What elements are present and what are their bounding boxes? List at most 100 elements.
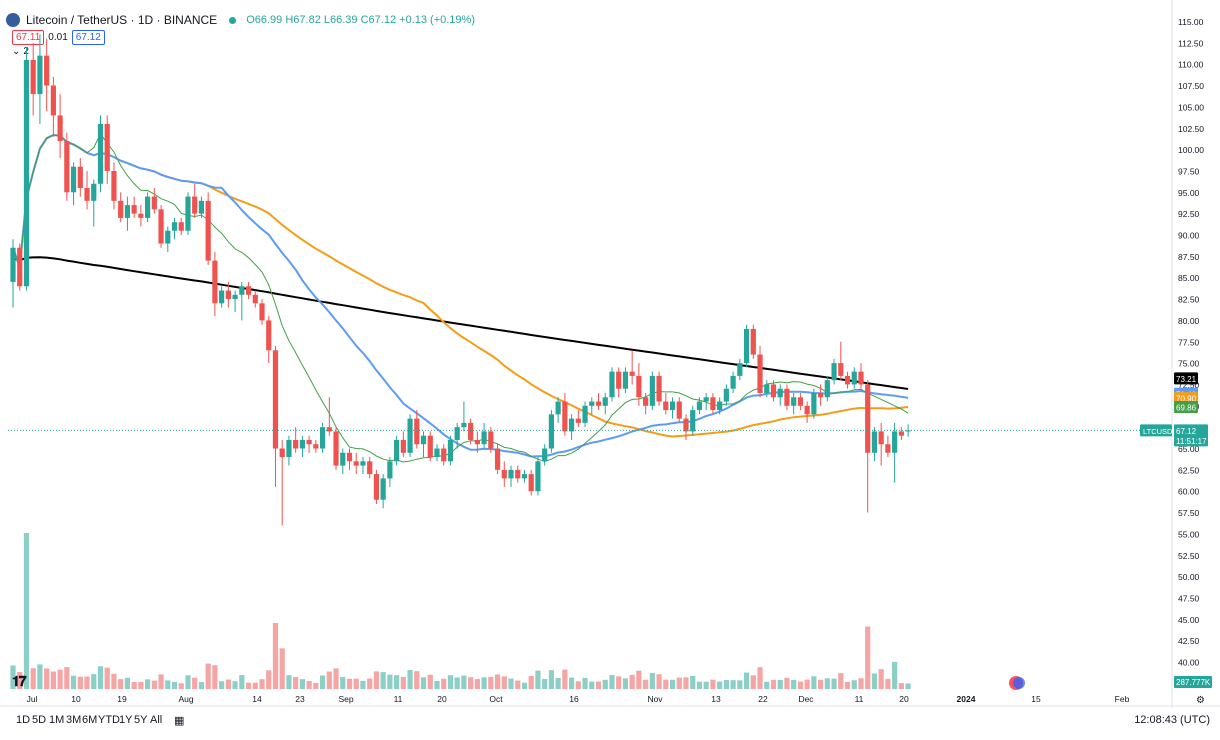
candle-body <box>441 448 447 462</box>
volume-bar <box>50 671 56 689</box>
volume-bar <box>245 682 252 689</box>
volume-bar <box>151 680 157 689</box>
candle-body <box>743 328 750 364</box>
candle-body <box>791 397 797 406</box>
candle-body <box>104 123 110 171</box>
volume-bar <box>360 680 366 689</box>
volume-bar <box>508 678 514 689</box>
volume-bar <box>272 623 279 689</box>
candle-body <box>804 405 810 415</box>
candle-body <box>232 294 238 300</box>
volume-bar <box>380 672 386 689</box>
candle-body <box>17 247 23 287</box>
price-tick-label: 80.00 <box>1178 316 1200 326</box>
price-tick-label: 115.00 <box>1178 17 1204 27</box>
candle-body <box>797 397 804 406</box>
utc-clock[interactable]: 12:08:43 (UTC) <box>1134 714 1210 726</box>
volume-bar <box>70 675 77 689</box>
candle-body <box>851 371 857 385</box>
candle-body <box>279 448 285 458</box>
time-axis-label: 22 <box>758 694 768 704</box>
volume-bar <box>474 679 480 689</box>
time-axis-label: 11 <box>855 694 864 704</box>
candle-body <box>293 439 299 449</box>
range-all-button[interactable]: All <box>150 714 163 726</box>
volume-bar <box>562 669 568 689</box>
range-5y-button[interactable]: 5Y <box>134 714 148 726</box>
candle-body <box>245 286 252 295</box>
candle-body <box>717 401 723 411</box>
volume-bar <box>663 679 669 689</box>
candle-body <box>811 392 817 415</box>
time-axis-label: 11 <box>394 694 403 704</box>
candle-body <box>730 375 736 389</box>
range-6m-button[interactable]: 6M <box>82 714 98 726</box>
range-ytd-button[interactable]: YTD <box>98 714 120 726</box>
volume-bar <box>824 678 830 689</box>
time-axis-label: Jul <box>27 694 38 704</box>
volume-bar <box>791 679 797 689</box>
candle-body <box>286 439 292 458</box>
candle-body <box>737 363 743 376</box>
settings-gear-icon[interactable]: ⚙ <box>1196 695 1205 706</box>
price-tick-label: 72.50 <box>1178 380 1200 390</box>
volume-bar <box>858 678 864 689</box>
ohlc-close: C67.12 <box>360 14 397 26</box>
candle-body <box>91 183 97 201</box>
volume-bar <box>528 676 534 689</box>
candle-body <box>225 290 231 300</box>
candle-body <box>319 427 326 449</box>
candle-body <box>629 371 635 376</box>
volume-bar <box>427 674 433 689</box>
buy-price-button[interactable]: 67.12 <box>71 30 105 45</box>
volume-bar <box>784 677 790 689</box>
price-chart[interactable]: 115.00112.50110.00107.50105.00102.50100.… <box>0 0 1220 708</box>
volume-bar <box>542 679 548 689</box>
volume-bar <box>905 683 911 689</box>
candle-body <box>118 200 124 218</box>
candle-body <box>239 286 245 295</box>
volume-bar <box>118 679 124 689</box>
candle-body <box>447 439 454 462</box>
candle-body <box>151 196 157 210</box>
range-1d-button[interactable]: 1D <box>16 714 31 726</box>
price-tick-label: 57.50 <box>1178 508 1200 518</box>
candle-body <box>158 209 164 244</box>
range-3m-button[interactable]: 3M <box>66 714 82 726</box>
ohlc-low: L66.39 <box>323 14 358 26</box>
volume-bar <box>124 677 131 689</box>
candle-body <box>70 166 77 193</box>
candle-body <box>542 448 548 462</box>
last-price-label: 67.12 <box>1176 427 1197 436</box>
volume-bar <box>649 673 655 689</box>
time-axis-label: Feb <box>1115 694 1130 704</box>
volume-bar <box>434 681 440 689</box>
symbol-title[interactable]: Litecoin / TetherUS · 1D · BINANCE <box>26 13 218 27</box>
candle-body <box>373 474 380 500</box>
price-tick-label: 110.00 <box>1178 60 1204 70</box>
volume-bar <box>743 672 750 689</box>
price-tick-label: 112.50 <box>1178 38 1204 48</box>
ma-value-label: 69.86 <box>1176 403 1197 412</box>
candle-body <box>138 213 144 218</box>
volume-bar <box>252 682 258 689</box>
sell-price-button[interactable]: 67.11 <box>12 30 45 45</box>
time-axis-label: 19 <box>117 694 127 704</box>
range-5d-button[interactable]: 5D <box>32 714 47 726</box>
range-1y-button[interactable]: 1Y <box>119 714 133 726</box>
candle-body <box>878 431 884 445</box>
volume-bar <box>400 676 406 689</box>
volume-bar <box>851 680 857 689</box>
calendar-icon[interactable]: ▦ <box>174 715 185 727</box>
candle-body <box>306 439 312 445</box>
candle-body <box>30 59 36 95</box>
last-price-tag <box>1174 424 1208 447</box>
volume-bar <box>690 675 696 689</box>
candle-body <box>420 435 427 445</box>
volume-bar <box>898 683 904 689</box>
volume-bar <box>468 677 474 689</box>
volume-bar <box>616 676 622 689</box>
range-1m-button[interactable]: 1M <box>49 714 65 726</box>
volume-bar <box>838 673 844 689</box>
candle-body <box>494 448 501 470</box>
